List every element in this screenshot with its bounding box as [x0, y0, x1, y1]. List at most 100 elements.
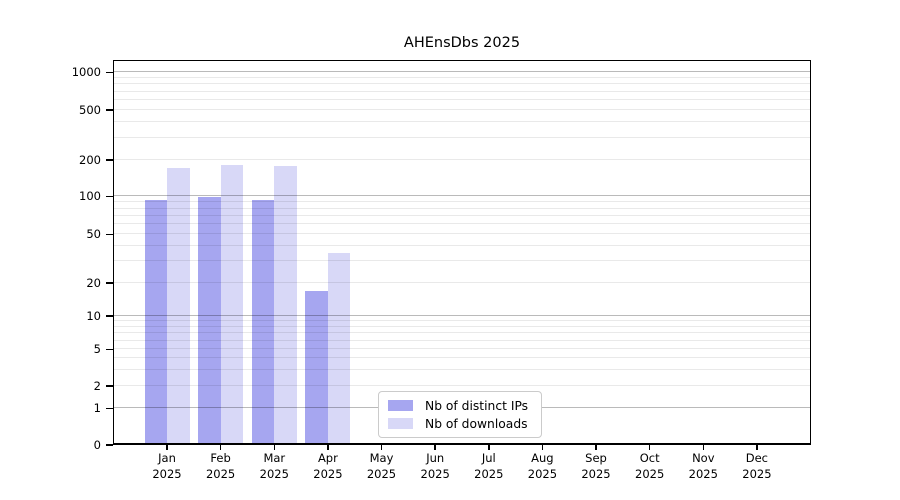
bar-nb-of-distinct-ips-apr-2025: [305, 290, 328, 445]
x-tick-month-aug: Aug: [531, 451, 554, 465]
x-tick-label-jan: Jan 2025: [135, 451, 199, 482]
x-tick-mark-may: [380, 445, 383, 450]
x-tick-label-dec: Dec 2025: [725, 451, 789, 482]
y-tick-label-50: 50: [86, 227, 101, 242]
x-tick-month-jul: Jul: [481, 451, 496, 465]
x-tick-month-jun: Jun: [426, 451, 445, 465]
x-tick-mark-nov: [702, 445, 705, 450]
x-tick-year-oct: 2025: [635, 466, 665, 481]
bar-nb-of-distinct-ips-jan-2025: [144, 199, 167, 445]
x-tick-year-jun: 2025: [420, 466, 450, 481]
legend-label-nb-of-distinct-ips: Nb of distinct IPs: [425, 398, 529, 413]
gridline-y-5: [113, 348, 811, 350]
x-tick-month-may: May: [369, 451, 394, 465]
x-tick-label-aug: Aug 2025: [510, 451, 574, 482]
y-tick-label-5: 5: [93, 342, 101, 357]
x-tick-mark-jul: [488, 445, 490, 450]
gridline-y-50: [113, 233, 811, 235]
y-tick-mark-5: [106, 348, 113, 350]
x-tick-year-apr: 2025: [313, 466, 343, 481]
gridline-y-4: [113, 357, 811, 359]
gridline-y-70: [113, 214, 811, 216]
legend-item-nb-of-downloads: Nb of downloads: [388, 417, 532, 431]
gridline-y-90: [113, 201, 811, 203]
gridline-y-400: [113, 120, 811, 122]
y-tick-label-2: 2: [93, 379, 101, 393]
legend: Nb of distinct IPs Nb of downloads: [378, 391, 542, 438]
y-tick-label-10: 10: [86, 308, 101, 323]
y-tick-label-0: 0: [93, 438, 101, 452]
x-tick-mark-jun: [434, 445, 436, 450]
y-tick-mark-200: [106, 159, 113, 161]
bar-nb-of-distinct-ips-mar-2025: [251, 199, 275, 445]
gridline-y-1000: [113, 71, 811, 73]
x-tick-label-may: May 2025: [350, 451, 414, 482]
x-tick-month-feb: Feb: [210, 451, 231, 465]
x-tick-label-jun: Jun 2025: [403, 451, 467, 482]
gridline-y-900: [113, 77, 811, 78]
gridline-y-100: [113, 195, 811, 197]
x-tick-month-mar: Mar: [263, 451, 286, 465]
y-tick-mark-2: [106, 385, 113, 387]
x-tick-label-feb: Feb 2025: [189, 451, 253, 482]
bar-nb-of-downloads-feb-2025: [220, 165, 244, 445]
bar-nb-of-distinct-ips-feb-2025: [198, 197, 221, 445]
gridline-y-8: [113, 325, 811, 327]
y-tick-mark-500: [106, 109, 113, 111]
gridline-y-700: [113, 90, 811, 92]
gridline-y-20: [113, 282, 811, 283]
y-tick-label-20: 20: [86, 276, 101, 290]
gridline-y-200: [113, 158, 811, 160]
legend-swatch-nb-of-downloads: [388, 418, 413, 429]
x-tick-year-nov: 2025: [688, 466, 718, 481]
x-tick-year-jul: 2025: [474, 466, 504, 481]
x-tick-label-sep: Sep 2025: [564, 451, 628, 482]
x-tick-label-mar: Mar 2025: [242, 451, 306, 482]
gridline-y-30: [113, 260, 811, 262]
x-tick-year-sep: 2025: [581, 466, 611, 481]
x-tick-mark-feb: [219, 445, 222, 450]
gridline-y-2: [113, 385, 811, 386]
y-tick-label-200: 200: [79, 152, 101, 167]
bar-nb-of-downloads-apr-2025: [327, 253, 351, 445]
gridline-y-7: [113, 332, 811, 334]
x-tick-mark-oct: [648, 445, 651, 450]
x-tick-mark-dec: [756, 445, 758, 450]
x-tick-month-apr: Apr: [317, 451, 338, 465]
y-tick-label-100: 100: [79, 189, 101, 204]
y-tick-mark-100: [106, 195, 113, 197]
gridline-y-300: [113, 136, 811, 138]
y-tick-label-500: 500: [79, 102, 101, 117]
legend-swatch-nb-of-distinct-ips: [388, 400, 413, 411]
x-tick-label-apr: Apr 2025: [296, 451, 360, 482]
legend-item-nb-of-distinct-ips: Nb of distinct IPs: [388, 399, 532, 413]
gridline-y-10: [113, 314, 811, 316]
gridline-y-80: [113, 207, 811, 209]
x-tick-year-aug: 2025: [527, 466, 558, 481]
gridline-y-40: [113, 245, 811, 247]
legend-label-nb-of-downloads: Nb of downloads: [425, 416, 528, 431]
x-tick-year-dec: 2025: [742, 466, 772, 481]
x-tick-mark-sep: [595, 445, 597, 450]
x-tick-year-feb: 2025: [205, 466, 236, 481]
bar-nb-of-downloads-jan-2025: [167, 168, 190, 445]
x-tick-mark-mar: [273, 445, 275, 450]
y-tick-mark-1: [106, 407, 113, 410]
y-tick-label-1: 1: [93, 401, 101, 416]
x-tick-year-may: 2025: [366, 466, 397, 481]
gridline-y-800: [113, 83, 811, 85]
x-tick-month-oct: Oct: [639, 451, 660, 465]
x-tick-year-jan: 2025: [152, 466, 182, 481]
y-tick-mark-10: [106, 315, 113, 317]
gridline-y-3: [113, 368, 811, 370]
bar-nb-of-downloads-mar-2025: [274, 165, 297, 445]
x-tick-month-jan: Jan: [158, 451, 176, 465]
gridline-y-600: [113, 98, 811, 100]
y-tick-mark-20: [106, 282, 113, 284]
x-tick-month-nov: Nov: [692, 451, 715, 465]
x-tick-mark-apr: [327, 445, 329, 450]
y-tick-mark-50: [106, 233, 113, 235]
x-tick-mark-jan: [166, 445, 168, 450]
gridline-y-6: [113, 339, 811, 341]
